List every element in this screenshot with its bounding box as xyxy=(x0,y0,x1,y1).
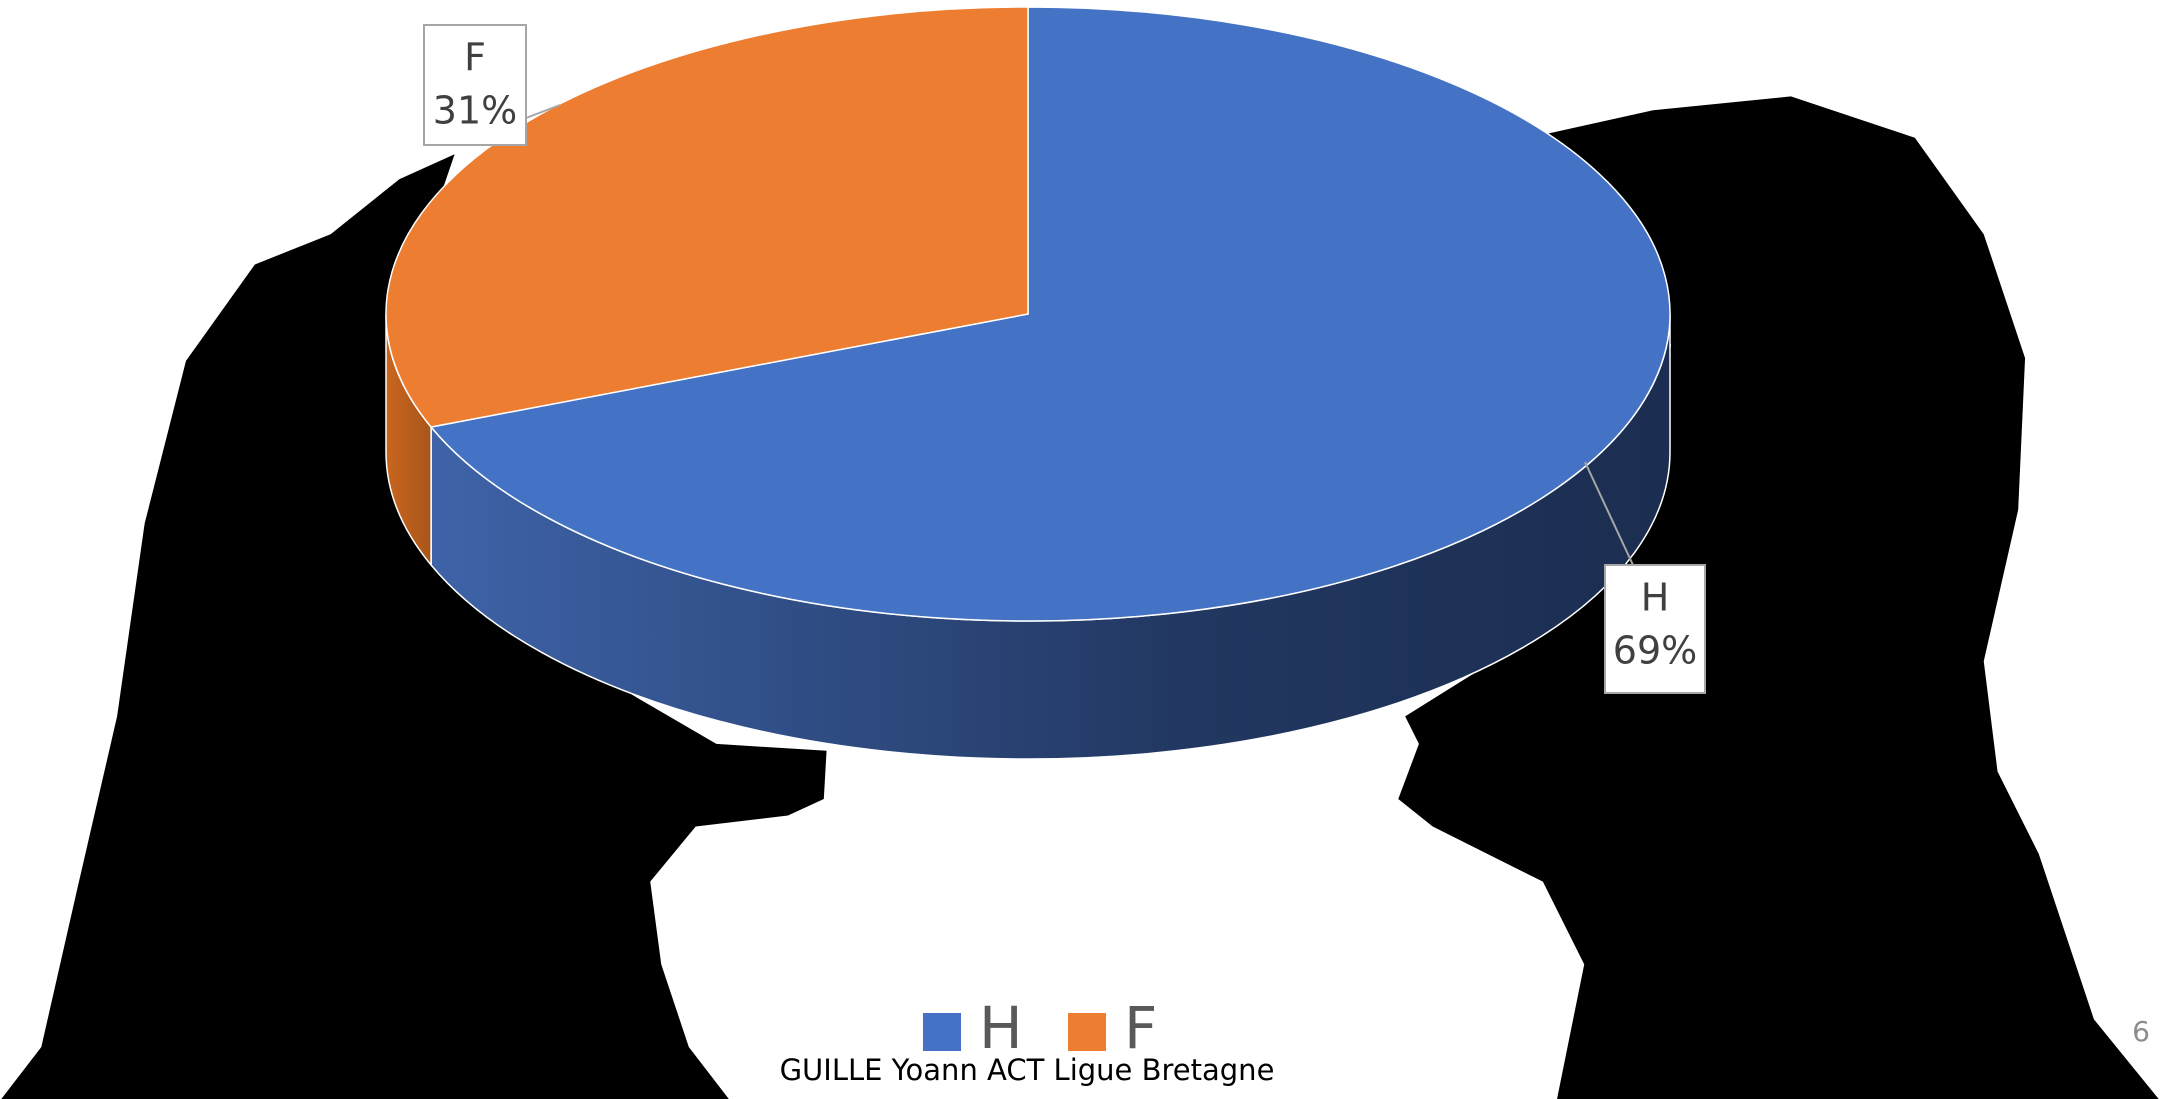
pie-chart xyxy=(386,7,1670,759)
legend-label: H xyxy=(979,994,1023,1062)
legend-swatch xyxy=(923,1013,961,1051)
label-category: H xyxy=(1641,576,1670,620)
label-value: 31% xyxy=(433,89,517,133)
footer: GUILLE Yoann ACT Ligue Bretagne xyxy=(780,1053,1275,1087)
legend-label: F xyxy=(1124,994,1157,1062)
slide-number: 6 xyxy=(2132,1015,2150,1048)
legend-swatch xyxy=(1068,1013,1106,1051)
label-value: 69% xyxy=(1613,629,1697,673)
label-category: F xyxy=(464,36,486,80)
slide: H69%F31% HF GUILLE Yoann ACT Ligue Breta… xyxy=(0,0,2160,1099)
